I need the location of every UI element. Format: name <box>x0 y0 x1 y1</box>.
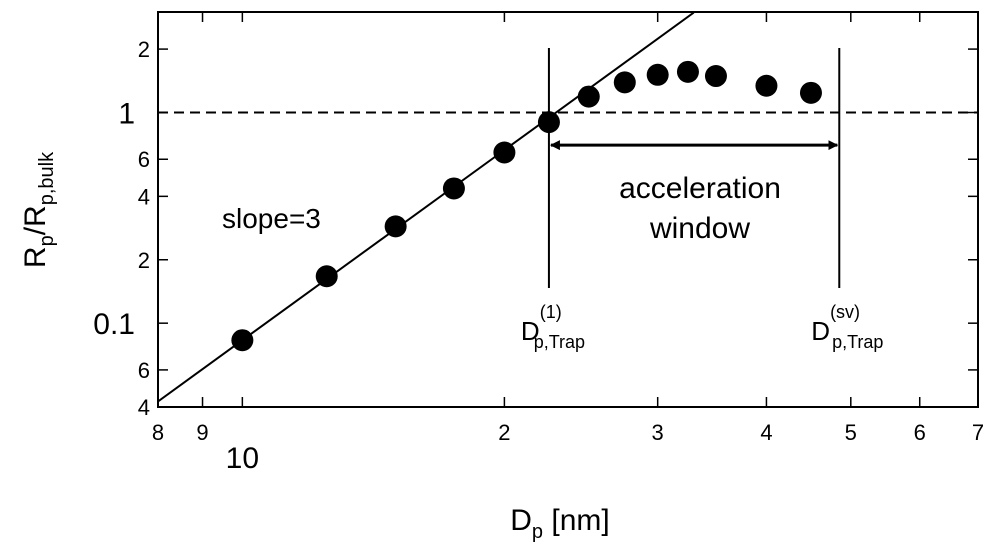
y-tick-label: 4 <box>138 395 150 420</box>
arrow-label: acceleration <box>619 172 781 205</box>
data-point <box>384 215 407 238</box>
x-tick-label: 7 <box>972 420 984 445</box>
data-point <box>704 65 727 88</box>
y-tick-label: 2 <box>138 248 150 273</box>
y-tick-label: 2 <box>138 37 150 62</box>
data-point <box>613 71 636 94</box>
data-point <box>442 177 465 200</box>
data-point <box>646 63 669 86</box>
fit-label: slope=3 <box>222 203 321 234</box>
arrow-label: window <box>649 212 750 245</box>
y-tick-label: 4 <box>138 184 150 209</box>
y-tick-label: 6 <box>138 147 150 172</box>
label-main: D <box>521 316 540 346</box>
data-point <box>493 141 516 164</box>
x-tick-label: 6 <box>914 420 926 445</box>
data-point <box>676 60 699 83</box>
data-point <box>577 85 600 108</box>
x-axis-label: Dp [nm] <box>510 504 609 543</box>
y-tick-label: 1 <box>118 98 135 131</box>
label-sub: p,Trap <box>534 332 585 352</box>
y-tick-label: 6 <box>138 358 150 383</box>
x-tick-label: 10 <box>226 442 259 475</box>
y-tick-label: 0.1 <box>93 308 135 341</box>
plot-frame <box>157 11 979 408</box>
data-point <box>799 81 822 104</box>
x-tick-label: 5 <box>845 420 857 445</box>
data-point <box>537 111 560 134</box>
label-sup: (1) <box>540 302 562 322</box>
vline-label: D(1) p,Trap <box>521 302 585 352</box>
label-main: D <box>811 316 830 346</box>
data-point <box>315 265 338 288</box>
x-tick-label: 9 <box>196 420 208 445</box>
x-tick-label: 2 <box>498 420 510 445</box>
x-tick-label: 3 <box>652 420 664 445</box>
y-axis-label: Rp/Rp,bulk <box>19 151 58 268</box>
vline-label: D(sv) p,Trap <box>811 302 883 352</box>
x-tick-label: 4 <box>760 420 772 445</box>
data-point <box>755 74 778 97</box>
label-sup: (sv) <box>830 302 860 322</box>
data-point <box>231 329 254 352</box>
label-sub: p,Trap <box>832 332 883 352</box>
x-tick-label: 8 <box>152 420 164 445</box>
